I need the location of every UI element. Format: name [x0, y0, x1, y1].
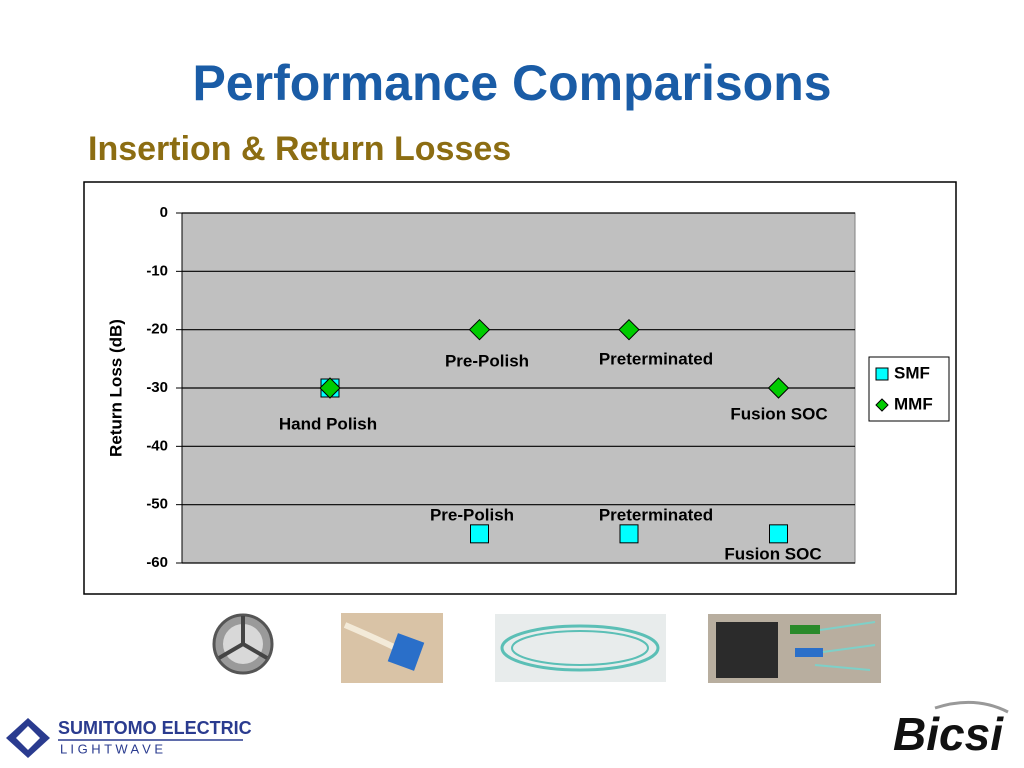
chart: 0 -10 -20 -30 -40 -50 -60 Return Loss (dB) Hand … [106, 204, 950, 571]
slide-subtitle: Insertion & Return Losses [88, 130, 511, 168]
company-division: L I G H T W A V E [60, 741, 163, 756]
legend-label: SMF [894, 363, 930, 382]
legend-marker [875, 398, 889, 412]
annotation: Pre-Polish [445, 351, 529, 370]
y-tick-label: -10 [146, 262, 168, 279]
data-point-diamond [319, 377, 341, 399]
slide-title: Performance Comparisons [192, 55, 831, 111]
y-tick-label: -50 [146, 496, 168, 513]
annotation: Fusion SOC [724, 544, 821, 563]
legend-label: MMF [894, 394, 933, 413]
data-point-square [619, 524, 639, 544]
photo-fusion-soc [708, 614, 881, 683]
y-tick-label: -60 [146, 554, 168, 571]
bicsi-arc [934, 700, 1009, 714]
annotation: Fusion SOC [730, 404, 827, 423]
photo-preterminated [495, 614, 666, 682]
photo-pre-polish [341, 613, 443, 683]
y-tick-label: -20 [146, 321, 168, 338]
data-point-square [769, 524, 788, 544]
annotation: Pre-Polish [430, 505, 514, 524]
annotation: Preterminated [599, 349, 713, 368]
annotation: Preterminated [599, 505, 713, 524]
y-tick-label: -40 [146, 437, 168, 454]
y-axis-label: Return Loss (dB) [106, 319, 125, 457]
data-point-square [470, 524, 489, 544]
bicsi-logo: Bicsi [893, 708, 1004, 760]
data-point-diamond [468, 318, 491, 341]
legend-marker [875, 367, 889, 381]
y-tick-label: 0 [160, 204, 168, 221]
y-tick-label: -30 [146, 379, 168, 396]
photo-hand-polish [212, 613, 274, 675]
sumitomo-logo: SUMITOMO ELECTRIC L I G H T W A V E [6, 718, 252, 758]
data-point-diamond [618, 318, 640, 341]
annotation: Hand Polish [279, 414, 377, 433]
data-point-diamond [767, 377, 790, 399]
company-name: SUMITOMO ELECTRIC [58, 718, 252, 738]
